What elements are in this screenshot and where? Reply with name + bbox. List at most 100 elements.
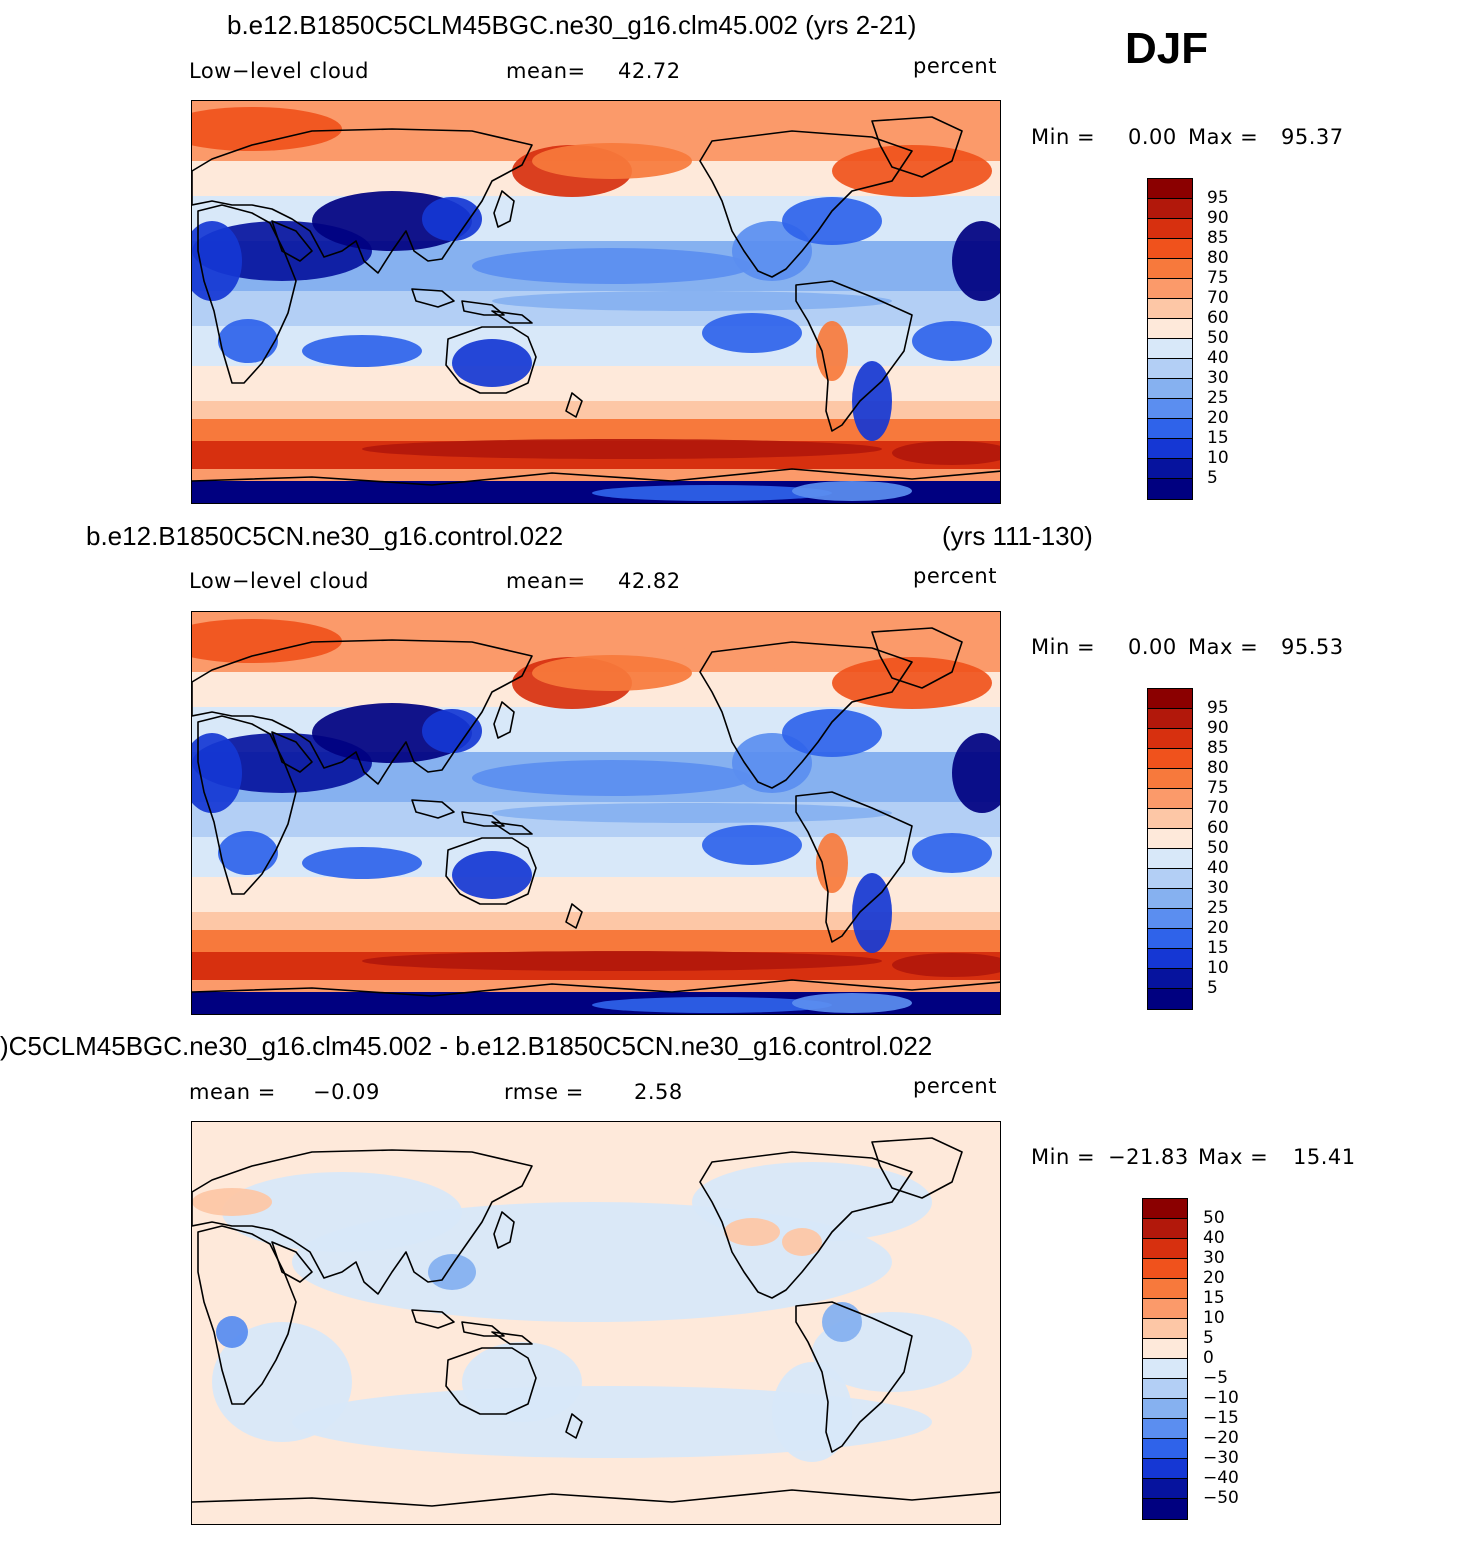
colorbar-swatch — [1143, 1379, 1187, 1399]
map-feature — [492, 803, 892, 823]
colorbar-label: 85 — [1207, 228, 1229, 248]
panel-2-units: percent — [913, 564, 997, 588]
map-feature — [592, 997, 832, 1013]
colorbar-swatch — [1148, 769, 1192, 789]
map-band — [192, 469, 1000, 481]
colorbar-label: 25 — [1207, 898, 1229, 918]
coastline — [192, 979, 1000, 997]
colorbar-label: 95 — [1207, 188, 1229, 208]
panel-1-colorbar — [1147, 178, 1193, 500]
coastline — [565, 1413, 583, 1439]
coastline — [795, 280, 913, 432]
panel-1-mean-label: mean= — [506, 59, 586, 83]
panel-3-map — [191, 1121, 1001, 1525]
panel-1-map — [191, 100, 1001, 504]
map-band — [192, 419, 1000, 441]
map-feature — [192, 619, 342, 663]
map-band — [192, 930, 1000, 952]
panel-2-max-value: 95.53 — [1281, 635, 1344, 659]
colorbar-swatch — [1143, 1479, 1187, 1499]
colorbar-swatch — [1148, 969, 1192, 989]
colorbar-label: 75 — [1207, 778, 1229, 798]
colorbar-label: −40 — [1203, 1468, 1239, 1488]
colorbar-label: 75 — [1207, 268, 1229, 288]
coastline — [461, 811, 505, 827]
panel-3-min-value: −21.83 — [1108, 1145, 1189, 1169]
coastline — [271, 1241, 313, 1283]
coastline — [197, 715, 297, 895]
map-feature — [362, 951, 882, 971]
map-feature — [302, 335, 422, 367]
colorbar-swatch — [1148, 199, 1192, 219]
map-feature — [732, 733, 812, 793]
coastline — [699, 130, 913, 278]
colorbar-label: 90 — [1207, 718, 1229, 738]
colorbar-swatch — [1148, 379, 1192, 399]
map-feature — [452, 339, 532, 387]
coastline — [192, 1489, 1000, 1507]
colorbar-label: 60 — [1207, 308, 1229, 328]
colorbar-label: 60 — [1207, 818, 1229, 838]
colorbar-label: 80 — [1207, 248, 1229, 268]
colorbar-label: 30 — [1207, 878, 1229, 898]
map-feature — [428, 1254, 476, 1290]
colorbar-label: 20 — [1203, 1268, 1225, 1288]
map-feature — [302, 847, 422, 879]
colorbar-label: 50 — [1207, 328, 1229, 348]
panel-2-min-label: Min = — [1031, 635, 1096, 659]
panel-2-map — [191, 611, 1001, 1015]
colorbar-label: 20 — [1207, 408, 1229, 428]
coastline — [795, 791, 913, 943]
coastline — [445, 326, 537, 394]
colorbar-label: 50 — [1207, 838, 1229, 858]
colorbar-label: −5 — [1203, 1368, 1229, 1388]
map-feature — [472, 760, 752, 796]
map-feature — [782, 709, 882, 757]
colorbar-swatch — [1148, 749, 1192, 769]
colorbar-label: 40 — [1207, 858, 1229, 878]
map-feature — [462, 1342, 582, 1422]
panel-3-mean-label: mean = — [189, 1080, 276, 1104]
map-feature — [682, 637, 822, 669]
colorbar-swatch — [1148, 219, 1192, 239]
colorbar-label: 30 — [1207, 368, 1229, 388]
panel-3-min-label: Min = — [1031, 1145, 1096, 1169]
coastline — [491, 310, 533, 324]
panel-1-min-value: 0.00 — [1128, 125, 1177, 149]
panel-2-mean-value: 42.82 — [618, 569, 681, 593]
panel-2-variable: Low−level cloud — [189, 569, 369, 593]
map-feature — [952, 221, 1000, 301]
coastline — [192, 639, 533, 785]
colorbar-swatch — [1148, 689, 1192, 709]
coastline — [445, 1347, 537, 1415]
panel-3-map-svg — [192, 1122, 1000, 1524]
colorbar-swatch — [1143, 1239, 1187, 1259]
map-feature — [702, 825, 802, 865]
coastline — [461, 300, 505, 316]
colorbar-swatch — [1148, 829, 1192, 849]
panel-2-min-value: 0.00 — [1128, 635, 1177, 659]
coastline — [411, 288, 455, 308]
colorbar-swatch — [1143, 1399, 1187, 1419]
map-feature — [822, 1302, 862, 1342]
map-feature — [422, 197, 482, 241]
colorbar-label: 5 — [1207, 978, 1218, 998]
colorbar-label: −20 — [1203, 1428, 1239, 1448]
colorbar-swatch — [1148, 909, 1192, 929]
coastline — [271, 731, 313, 773]
panel-2-colorbar — [1147, 688, 1193, 1010]
colorbar-label: −10 — [1203, 1388, 1239, 1408]
map-feature — [592, 485, 832, 501]
map-feature — [832, 145, 992, 197]
map-feature — [218, 319, 278, 363]
coastline — [493, 190, 515, 228]
map-feature — [724, 1218, 780, 1246]
map-feature — [892, 441, 1000, 465]
colorbar-swatch — [1148, 459, 1192, 479]
map-feature — [952, 733, 1000, 813]
coastline — [795, 1301, 913, 1453]
map-feature — [492, 291, 892, 311]
panel-2-map-svg — [192, 612, 1000, 1014]
panel-3-rmse-label: rmse = — [504, 1080, 584, 1104]
colorbar-swatch — [1148, 419, 1192, 439]
